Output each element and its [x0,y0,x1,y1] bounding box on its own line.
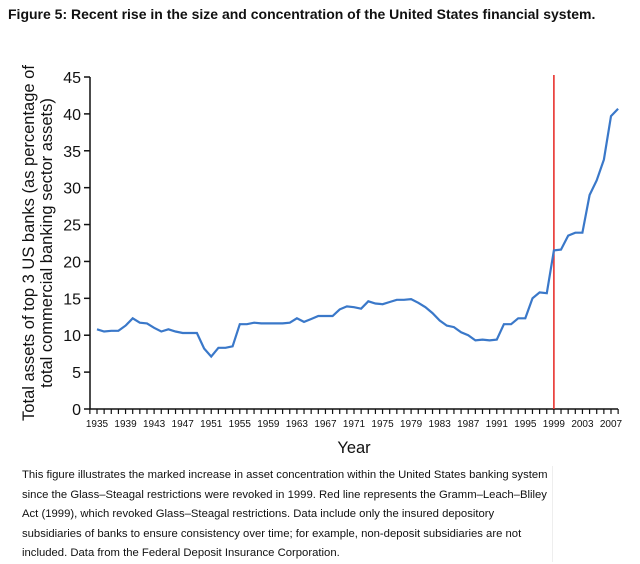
y-tick-label: 45 [63,70,81,87]
x-axis: 1935 1939 1943 1947 1951 1955 1959 1963 1967 1971… [86,408,623,430]
x-tick-label: 1939 [114,419,137,430]
y-tick-label: 40 [63,107,81,124]
x-tick-label: 1935 [86,419,109,430]
x-tick-label: 1951 [200,419,223,430]
x-tick-label: 1991 [486,419,509,430]
x-tick-label: 1995 [514,419,537,430]
y-tick-label: 35 [63,144,81,161]
x-tick-label: 1963 [286,419,309,430]
figure-title: Figure 5: Recent rise in the size and co… [8,6,596,22]
series-line [96,107,619,359]
y-tick-label: 25 [63,218,81,235]
x-tick-label: 1975 [371,419,394,430]
x-tick-label: 1987 [457,419,480,430]
y-tick-label: 10 [63,328,81,345]
y-tick-label: 5 [72,365,81,382]
x-tick-label: 1955 [229,419,252,430]
y-axis-label-line2: total commercial banking sector assets) [38,98,56,388]
figure-caption: This figure illustrates the marked incre… [20,466,553,562]
x-tick-label: 1959 [257,419,280,430]
x-tick-label: 1943 [143,419,166,430]
x-tick-label: 2007 [600,419,623,430]
x-tick-label: 2003 [571,419,594,430]
x-tick-label: 1971 [343,419,366,430]
y-tick-label: 0 [72,402,81,419]
x-tick-label: 1979 [400,419,423,430]
x-tick-label: 1947 [172,419,195,430]
x-tick-label: 1983 [429,419,452,430]
y-tick-label: 15 [63,291,81,308]
x-axis-label: Year [337,439,371,457]
x-tick-label: 1999 [543,419,566,430]
y-axis-label-line1: Total assets of top 3 US banks (as perce… [20,65,38,421]
x-tick-label: 1967 [314,419,337,430]
y-axis: 0 5 10 15 20 25 30 35 40 45 [63,70,91,419]
y-tick-label: 20 [63,254,81,271]
y-tick-label: 30 [63,181,81,198]
